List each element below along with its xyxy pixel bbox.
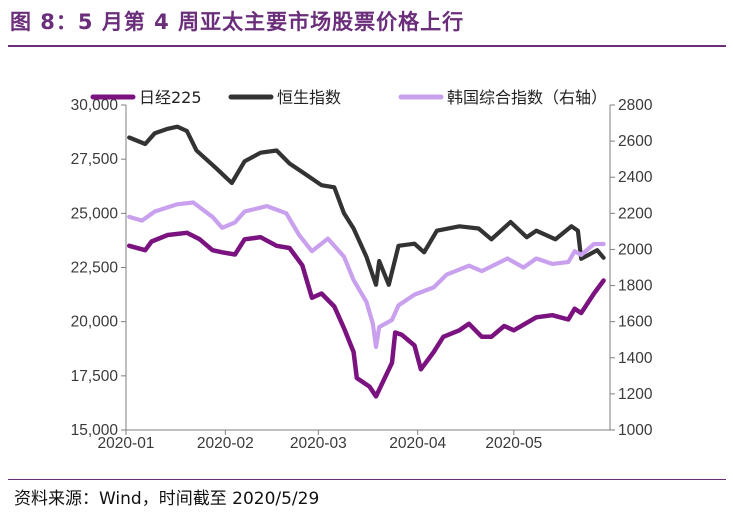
series-line-2: [127, 124, 606, 287]
x-tick-label: 2020-05: [485, 435, 542, 452]
legend-label: 日经225: [139, 88, 202, 107]
x-tick-label: 2020-03: [290, 435, 347, 452]
y-right-tick-label: 1200: [618, 386, 653, 403]
y-right-tick-label: 2000: [618, 241, 653, 258]
series-line-1: [126, 230, 606, 399]
footer-rule: [8, 479, 726, 480]
legend-label: 恒生指数: [277, 88, 341, 107]
legend-label: 韩国综合指数（右轴）: [447, 88, 607, 107]
x-tick-label: 2020-02: [197, 435, 254, 452]
series-line-3: [127, 200, 606, 349]
y-left-tick-label: 15,000: [71, 422, 119, 439]
x-tick-label: 2020-01: [98, 435, 155, 452]
y-left-tick-label: 30,000: [71, 97, 119, 114]
y-left-tick-label: 17,500: [71, 368, 119, 385]
y-right-tick-label: 1400: [618, 350, 653, 367]
y-right-tick-label: 2600: [618, 133, 653, 150]
y-left-tick-label: 25,000: [71, 205, 119, 222]
y-right-tick-label: 1000: [618, 422, 653, 439]
y-right-tick-label: 1800: [618, 278, 653, 295]
title-rule: [8, 45, 726, 47]
y-left-tick-label: 27,500: [71, 151, 119, 168]
y-left-tick-label: 22,500: [71, 260, 119, 277]
line-chart: 15,000 17,500 20,000 22,500 25,000 27,500 30,0…: [71, 88, 653, 452]
y-right-tick-label: 2800: [618, 97, 653, 114]
y-left-tick-label: 20,000: [71, 314, 119, 331]
source-note: 资料来源：Wind，时间截至 2020/5/29: [14, 489, 320, 509]
y-right-tick-label: 2400: [618, 169, 653, 186]
y-right-tick-label: 1600: [618, 314, 653, 331]
y-right-tick-label: 2200: [618, 205, 653, 222]
x-tick-label: 2020-04: [389, 435, 446, 452]
chart-title: 图 8：5 月第 4 周亚太主要市场股票价格上行: [10, 10, 465, 34]
